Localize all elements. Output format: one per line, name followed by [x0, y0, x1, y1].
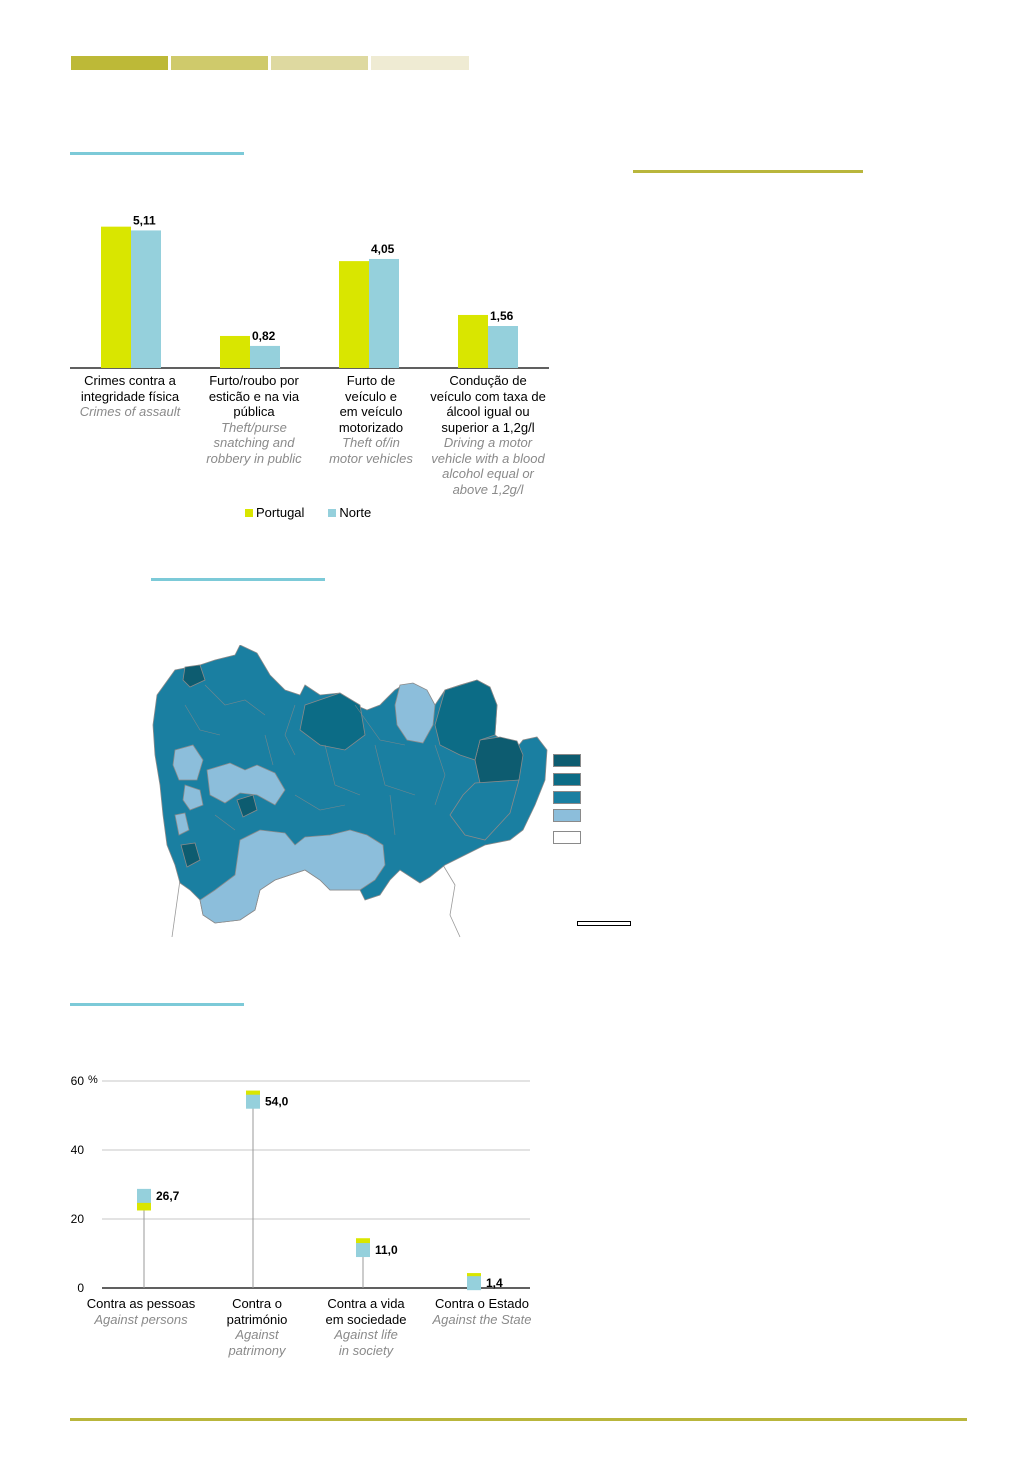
legend-swatch-portugal	[245, 508, 253, 517]
map-coastline-extension	[171, 879, 181, 938]
map-legend-class-5	[553, 831, 581, 844]
y-tick-label-40: 40	[70, 1143, 84, 1157]
map-district-darkest-2	[182, 664, 206, 688]
map-scale-bar	[577, 921, 631, 926]
header-bar-3	[271, 56, 368, 70]
map-district-light-south	[199, 829, 386, 924]
dot-category-label: Contra as pessoas Against persons	[86, 1296, 196, 1327]
marker-norte	[356, 1243, 370, 1258]
bar-category-label: Condução de veículo com taxa de álcool igu…	[430, 373, 546, 497]
map-legend-class-3	[553, 791, 581, 804]
dot-category-label: Contra o património Against patrimony	[226, 1296, 288, 1358]
bar-data-label: 1,56	[490, 309, 514, 323]
map-district-mid-east	[449, 779, 520, 841]
map-district-light-southwest	[182, 784, 204, 811]
bar-portugal	[458, 314, 488, 368]
bar-chart-legend: Portugal Norte	[245, 505, 371, 520]
map-legend-class-4	[553, 809, 581, 822]
bar-portugal	[339, 261, 369, 368]
legend-swatch-norte	[328, 508, 337, 517]
dot-data-label: 54,0	[265, 1095, 289, 1109]
map-district-darkest-west	[180, 842, 201, 868]
map-legend-class-2	[553, 773, 581, 786]
bar-norte	[250, 345, 280, 368]
bar-portugal	[220, 335, 250, 368]
bar-data-label: 4,05	[371, 242, 395, 256]
y-axis-unit: %	[88, 1074, 98, 1086]
dot-data-label: 26,7	[156, 1189, 180, 1203]
header-bar-1	[71, 56, 168, 70]
map-legend-class-1	[553, 754, 581, 767]
y-tick-label-0: 0	[77, 1281, 84, 1295]
map-district-dark-center	[299, 692, 366, 751]
bar-data-label: 0,82	[252, 329, 276, 343]
map-district-light-north-2	[206, 762, 286, 806]
legend-label-norte: Norte	[339, 505, 372, 520]
bar-norte	[131, 230, 161, 368]
bar-data-label: 5,11	[133, 213, 156, 227]
header-bar-2	[171, 56, 268, 70]
bar-norte	[369, 258, 399, 368]
bar-chart: 5,11 0,82 4,05 1,56	[70, 213, 549, 369]
marker-norte	[137, 1188, 151, 1203]
map-border-extension	[439, 859, 461, 938]
y-tick-label-20: 20	[70, 1212, 84, 1226]
map-district-light-west	[174, 812, 190, 836]
dot-data-label: 11,0	[375, 1243, 398, 1257]
header-bar-4	[371, 56, 469, 70]
map-district-light-northeast	[394, 682, 436, 744]
dot-category-label: Contra o Estado Against the State	[432, 1296, 532, 1327]
dot-data-label: 1,4	[486, 1276, 503, 1290]
bar-norte	[488, 326, 518, 368]
marker-norte	[246, 1094, 260, 1109]
bar-portugal	[101, 226, 131, 368]
dot-category-label: Contra a vida em sociedade Against life in …	[325, 1296, 407, 1358]
y-tick-label-60: 60	[70, 1074, 84, 1088]
section-rule-right-column	[633, 170, 863, 173]
map-district-dark-east	[434, 679, 498, 761]
section-rule-bar-chart	[70, 152, 244, 155]
bar-category-label: Furto de veículo e em veículo motorizado The…	[329, 373, 413, 466]
bar-category-label: Furto/roubo por esticão e na via pública Th…	[206, 373, 302, 466]
legend-label-portugal: Portugal	[256, 505, 305, 520]
section-rule-dot-chart	[70, 1003, 244, 1006]
footer-rule	[70, 1418, 967, 1421]
map-district-darkest-3	[236, 794, 258, 818]
bar-category-label: Crimes contra a integridade física Crimes …	[79, 373, 181, 419]
dot-chart: 26,7 54,0 11,0 1,4	[102, 1080, 530, 1291]
marker-norte	[467, 1276, 481, 1291]
map-internal-borders	[184, 684, 446, 836]
map-district-darkest-1	[474, 736, 524, 788]
norte-region-map	[152, 645, 548, 938]
map-district-light-north-1	[172, 744, 204, 781]
section-rule-map	[151, 578, 325, 581]
